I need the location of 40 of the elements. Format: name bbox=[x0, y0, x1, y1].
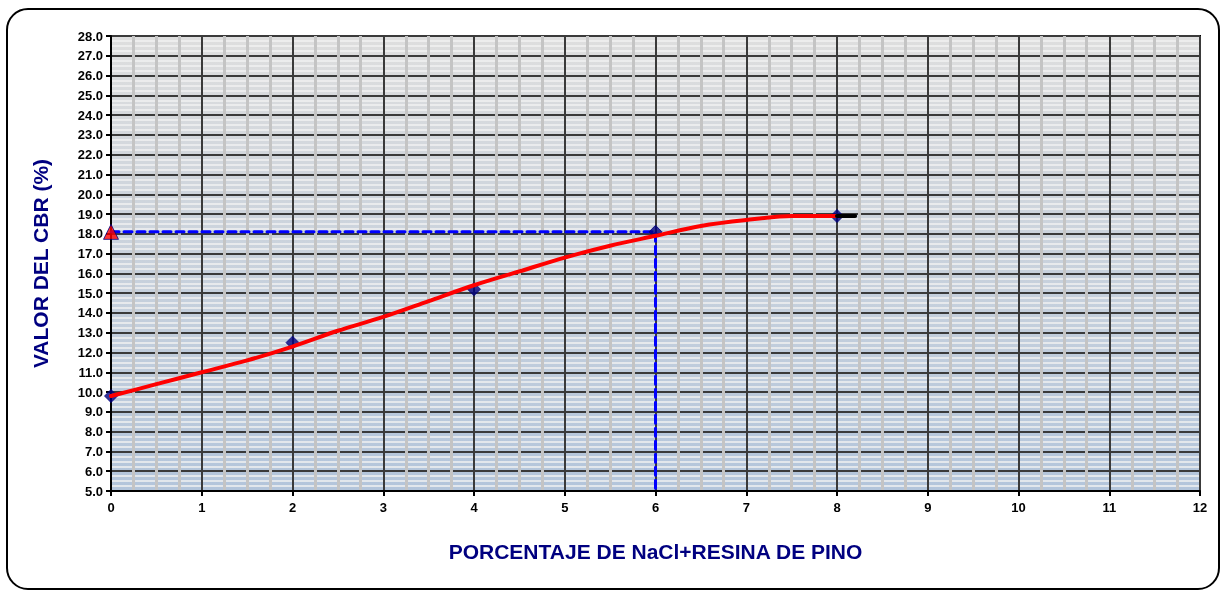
y-tick-label: 26.0 bbox=[77, 68, 103, 84]
x-tick-label: 3 bbox=[379, 500, 387, 515]
y-tick-label: 19.0 bbox=[77, 206, 103, 222]
x-tick-label: 7 bbox=[742, 500, 750, 515]
x-tick-label: 8 bbox=[833, 500, 841, 515]
x-tick-label: 4 bbox=[470, 500, 479, 515]
x-axis-title: PORCENTAJE DE NaCl+RESINA DE PINO bbox=[448, 540, 863, 563]
y-tick-label: 22.0 bbox=[77, 147, 103, 163]
x-tick-label: 5 bbox=[561, 500, 569, 515]
y-tick-label: 18.0 bbox=[77, 226, 103, 242]
y-tick-label: 12.0 bbox=[77, 345, 103, 361]
y-tick-label: 5.0 bbox=[84, 483, 103, 499]
x-tick-label: 12 bbox=[1192, 500, 1208, 515]
x-tick-label: 10 bbox=[1011, 500, 1026, 515]
x-tick-label: 1 bbox=[198, 500, 206, 515]
point bbox=[103, 223, 119, 240]
y-tick-label: 15.0 bbox=[77, 285, 103, 301]
x-tick-label: 6 bbox=[651, 500, 660, 515]
y-tick-label: 20.0 bbox=[77, 186, 103, 202]
x-tick-label: 2 bbox=[288, 500, 297, 515]
y-tick-label: 28.0 bbox=[77, 28, 103, 44]
y-tick-label: 7.0 bbox=[84, 443, 103, 459]
y-tick-label: 23.0 bbox=[77, 127, 103, 143]
y-tick-label: 17.0 bbox=[77, 246, 103, 262]
y-tick-label: 10.0 bbox=[77, 384, 103, 400]
y-axis-title: VALOR DEL CBR (%) bbox=[29, 158, 52, 369]
y-tick-label: 21.0 bbox=[77, 166, 103, 182]
x-tick-label: 9 bbox=[924, 500, 932, 515]
y-tick-label: 25.0 bbox=[77, 87, 103, 103]
x-tick-label: 0 bbox=[107, 500, 115, 515]
y-tick-label: 24.0 bbox=[77, 107, 103, 123]
y-tick-label: 8.0 bbox=[84, 424, 103, 440]
y-tick-label: 16.0 bbox=[77, 265, 103, 281]
y-tick-label: 27.0 bbox=[77, 48, 103, 64]
y-tick-label: 6.0 bbox=[84, 463, 103, 479]
y-tick-label: 11.0 bbox=[78, 364, 103, 380]
y-tick-label: 9.0 bbox=[84, 404, 103, 420]
x-tick-label: 11 bbox=[1102, 500, 1117, 515]
y-tick-label: 14.0 bbox=[77, 305, 103, 321]
y-tick-label: 13.0 bbox=[77, 325, 103, 341]
